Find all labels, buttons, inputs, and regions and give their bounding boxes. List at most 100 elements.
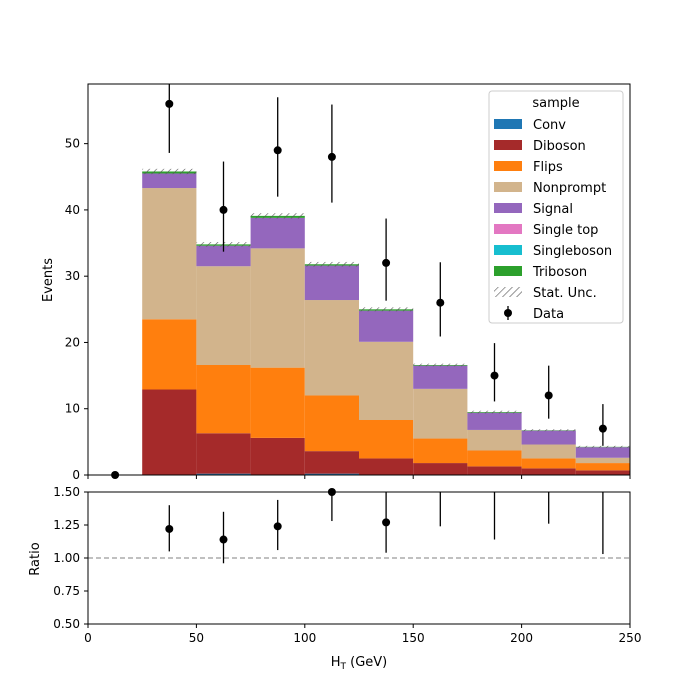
bar-conv: [304, 473, 359, 475]
legend-label: Flips: [533, 160, 563, 175]
bar-flips: [142, 319, 197, 390]
bar-nonprompt: [250, 248, 305, 368]
data-point: [165, 99, 174, 108]
bar-nonprompt: [196, 266, 251, 365]
legend-label: Conv: [533, 118, 566, 133]
ratio-y-tick-label: 1.25: [53, 518, 80, 532]
y-tick-label: 0: [72, 468, 80, 482]
data-point: [327, 152, 336, 161]
bar-signal: [250, 217, 305, 249]
stat-unc-band: [250, 213, 305, 219]
data-point: [490, 371, 499, 380]
stat-unc-band: [467, 410, 522, 414]
legend-box: [488, 90, 624, 324]
bar-signal: [575, 447, 630, 458]
ratio-y-tick-label: 0.50: [53, 617, 80, 631]
bar-signal: [521, 430, 576, 445]
legend-swatch: [494, 140, 522, 150]
x-axis-label: HT (GeV): [331, 655, 388, 672]
bar-flips: [575, 463, 630, 471]
bar-flips: [467, 450, 522, 467]
legend-label: Singleboson: [533, 244, 612, 259]
bar-flips: [413, 438, 468, 464]
bar-flips: [250, 367, 305, 438]
bar-diboson: [196, 433, 251, 474]
y-tick-label: 30: [65, 269, 80, 283]
bar-diboson: [521, 468, 576, 475]
ratio-point: [382, 518, 391, 527]
bar-nonprompt: [304, 300, 359, 396]
bar-diboson: [413, 463, 468, 475]
bar-diboson: [359, 458, 414, 475]
ratio-y-tick-label: 1.50: [53, 485, 80, 499]
bar-diboson: [575, 470, 630, 475]
legend-swatch: [494, 119, 522, 129]
legend-label: Single top: [533, 223, 598, 238]
ratio-point: [273, 522, 282, 531]
bar-conv: [196, 473, 251, 475]
bar-signal: [359, 310, 414, 342]
x-tick-label: 250: [619, 631, 642, 645]
bar-signal: [196, 245, 251, 267]
x-tick-label: 150: [402, 631, 425, 645]
y-tick-label: 50: [65, 137, 80, 151]
data-point: [273, 146, 282, 155]
x-tick-label: 0: [84, 631, 92, 645]
data-point: [598, 424, 607, 433]
stat-unc-band: [413, 363, 468, 367]
legend-label: Signal: [533, 202, 573, 217]
bar-diboson: [142, 389, 197, 475]
data-point: [382, 258, 391, 267]
stacked-bars: [142, 171, 630, 475]
legend-label: Triboson: [532, 265, 587, 280]
y-tick-label: 40: [65, 203, 80, 217]
legend-label: Data: [533, 307, 564, 322]
legend-label: Diboson: [533, 139, 586, 154]
y-tick-label: 20: [65, 335, 80, 349]
bar-diboson: [467, 466, 522, 475]
main-plot-frame: [87, 83, 631, 476]
bar-nonprompt: [359, 341, 414, 420]
y-tick-label: 10: [65, 402, 80, 416]
data-points: [111, 84, 607, 479]
bar-diboson: [250, 437, 305, 475]
main-axes: 0 10 20 30 40 50: [65, 137, 631, 482]
legend-swatch: [494, 224, 522, 234]
stat-unc-band: [521, 429, 576, 432]
y-axis-label-main: Events: [41, 258, 56, 302]
bar-nonprompt: [521, 444, 576, 459]
bar-flips: [196, 364, 251, 434]
legend-swatch: [494, 245, 522, 255]
ratio-point: [219, 535, 228, 544]
legend-label: Nonprompt: [533, 181, 606, 196]
bar-diboson: [304, 451, 359, 474]
bar-signal: [304, 265, 359, 301]
data-point: [219, 205, 228, 214]
bar-flips: [304, 395, 359, 452]
y-axis-label-ratio: Ratio: [28, 542, 43, 575]
ratio-y-tick-label: 0.75: [53, 584, 80, 598]
x-tick-label: 50: [189, 631, 204, 645]
legend-data-marker: [504, 309, 512, 317]
bar-nonprompt: [575, 457, 630, 464]
bar-signal: [413, 365, 468, 389]
bar-signal: [467, 412, 522, 430]
bar-signal: [142, 173, 197, 189]
bar-nonprompt: [467, 429, 522, 451]
bar-nonprompt: [142, 188, 197, 320]
bar-flips: [521, 458, 576, 469]
legend-swatch: [494, 161, 522, 171]
data-point: [436, 298, 445, 307]
legend-swatch: [494, 182, 522, 192]
legend-swatch: [494, 203, 522, 213]
data-point: [544, 391, 553, 400]
ratio-points: [165, 488, 604, 564]
stat-unc-band: [142, 168, 197, 175]
stat-unc-band: [359, 307, 414, 312]
x-tick-label: 100: [293, 631, 316, 645]
bar-nonprompt: [413, 388, 468, 439]
ratio-y-tick-label: 1.00: [53, 551, 80, 565]
legend-swatch-hatch: [494, 287, 522, 297]
x-tick-label: 200: [510, 631, 533, 645]
